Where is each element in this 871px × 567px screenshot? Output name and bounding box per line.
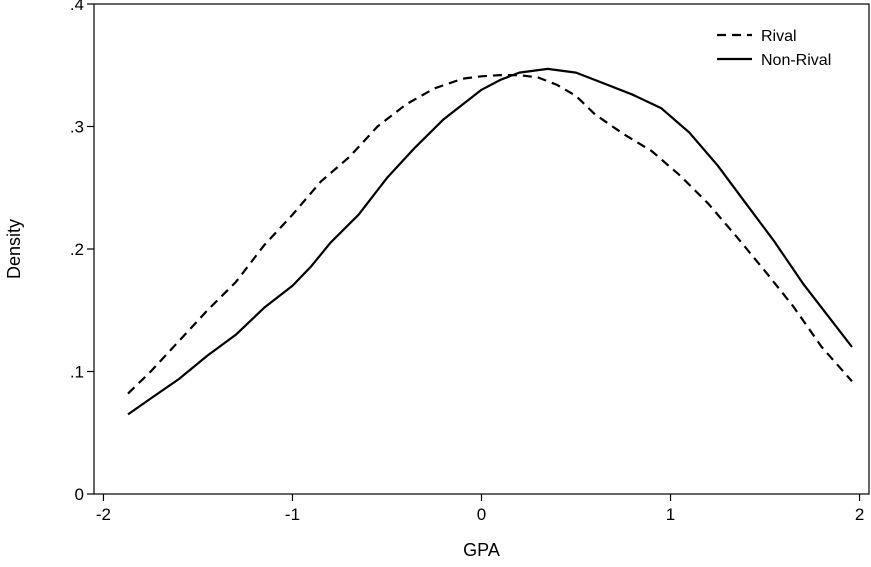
legend: Rival Non-Rival [717,28,831,69]
y-tick-label-4: .4 [70,0,84,14]
plot-frame [93,3,870,495]
y-axis-title: Density [4,219,24,279]
series-layer [127,67,853,416]
legend-label-non-rival: Non-Rival [761,52,831,69]
x-axis-title: GPA [463,540,500,560]
axes-layer: 0 .1 .2 .3 .4 -2 -1 0 1 2 [70,0,870,524]
y-tick-label-2: .2 [70,240,84,259]
y-tick-label-0: 0 [75,485,84,504]
x-tick-label-1: -1 [285,505,300,524]
x-tick-label-2: 0 [477,505,486,524]
x-tick-label-4: 2 [855,505,864,524]
y-tick-label-1: .1 [70,363,84,382]
legend-label-rival: Rival [761,28,797,45]
x-tick-label-0: -2 [96,505,111,524]
series-line-rival [127,73,853,395]
y-tick-label-3: .3 [70,118,84,137]
series-line-non-rival [127,67,853,416]
x-tick-label-3: 1 [666,505,675,524]
